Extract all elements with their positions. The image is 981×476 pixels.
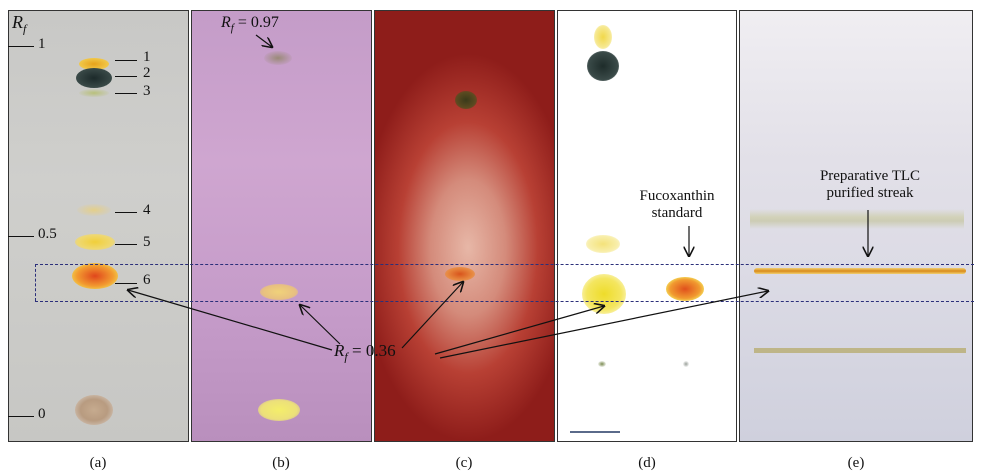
spot-label-6: 6	[143, 272, 151, 288]
streak-line-2: purified streak	[826, 185, 914, 201]
rf-band-top-dash	[35, 264, 974, 265]
spot-3	[79, 89, 109, 97]
caption-e: (e)	[847, 455, 865, 471]
spot-c-top	[455, 91, 477, 109]
standard-line-2: standard	[651, 205, 703, 221]
spot-5	[75, 234, 115, 250]
rf-tick-1	[8, 46, 34, 47]
spot-label-line-6	[115, 283, 137, 284]
spot-label-2: 2	[143, 65, 151, 81]
rf-tick-label-1: 1	[38, 36, 46, 52]
spot-d-small-1	[598, 361, 606, 367]
solvent-front-line	[570, 431, 620, 433]
caption-d: (d)	[638, 455, 656, 471]
spot-d-dark	[587, 51, 619, 81]
rf-tick-05	[8, 236, 34, 237]
arrow-to-e	[439, 291, 768, 359]
rf-097-annotation: Rf = 0.97	[221, 14, 279, 35]
fucoxanthin-standard-annotation: Fucoxanthin standard	[612, 188, 742, 222]
caption-a: (a)	[89, 455, 107, 471]
tlc-plate-d	[557, 10, 737, 442]
arrow-to-a	[128, 290, 333, 351]
rf-band-bottom-dash	[35, 301, 974, 302]
spot-label-1: 1	[143, 49, 151, 65]
spot-d-yellow-top	[594, 25, 612, 49]
arrow-rf-097	[255, 34, 272, 47]
spot-b-fucoxanthin	[260, 284, 298, 300]
spot-label-line-4	[115, 212, 137, 213]
spot-label-line-2	[115, 76, 137, 77]
spot-c-fucoxanthin	[445, 267, 475, 281]
tlc-plate-c	[374, 10, 555, 442]
origin-spot	[75, 395, 113, 425]
purified-streak	[754, 268, 966, 274]
faint-band-upper	[750, 209, 964, 229]
spot-label-5: 5	[143, 234, 151, 250]
purified-streak-annotation: Preparative TLC purified streak	[800, 168, 940, 202]
spot-label-line-5	[115, 244, 137, 245]
spot-label-4: 4	[143, 202, 151, 218]
spot-label-line-3	[115, 93, 137, 94]
spot-4	[77, 204, 111, 216]
faint-band-lower	[754, 348, 966, 353]
rf-band-left-dash	[35, 264, 36, 301]
arrow-to-c	[401, 282, 463, 349]
rf-tick-0	[8, 416, 34, 417]
spot-1	[79, 58, 109, 70]
caption-b: (b)	[272, 455, 290, 471]
spot-b-top	[264, 51, 292, 65]
rf-tick-label-0: 0	[38, 406, 46, 422]
tlc-plate-e	[739, 10, 973, 442]
rf-036-annotation: Rf = 0.36	[334, 341, 396, 364]
spot-label-line-1	[115, 60, 137, 61]
spot-d-yellow-mid	[586, 235, 620, 253]
spot-d-standard	[666, 277, 704, 301]
spot-b-origin	[258, 399, 300, 421]
arrow-to-b	[300, 305, 341, 345]
streak-line-1: Preparative TLC	[819, 168, 921, 184]
tlc-plate-b	[191, 10, 372, 442]
spot-label-3: 3	[143, 83, 151, 99]
rf-axis-label: Rf	[12, 12, 27, 36]
tlc-plate-a	[8, 10, 189, 442]
spot-6	[72, 263, 118, 289]
standard-line-1: Fucoxanthin	[639, 188, 715, 204]
spot-2	[76, 68, 112, 88]
spot-d-small-2	[683, 361, 689, 367]
rf-tick-label-05: 0.5	[38, 226, 57, 242]
caption-c: (c)	[455, 455, 473, 471]
arrow-to-d	[434, 306, 604, 355]
